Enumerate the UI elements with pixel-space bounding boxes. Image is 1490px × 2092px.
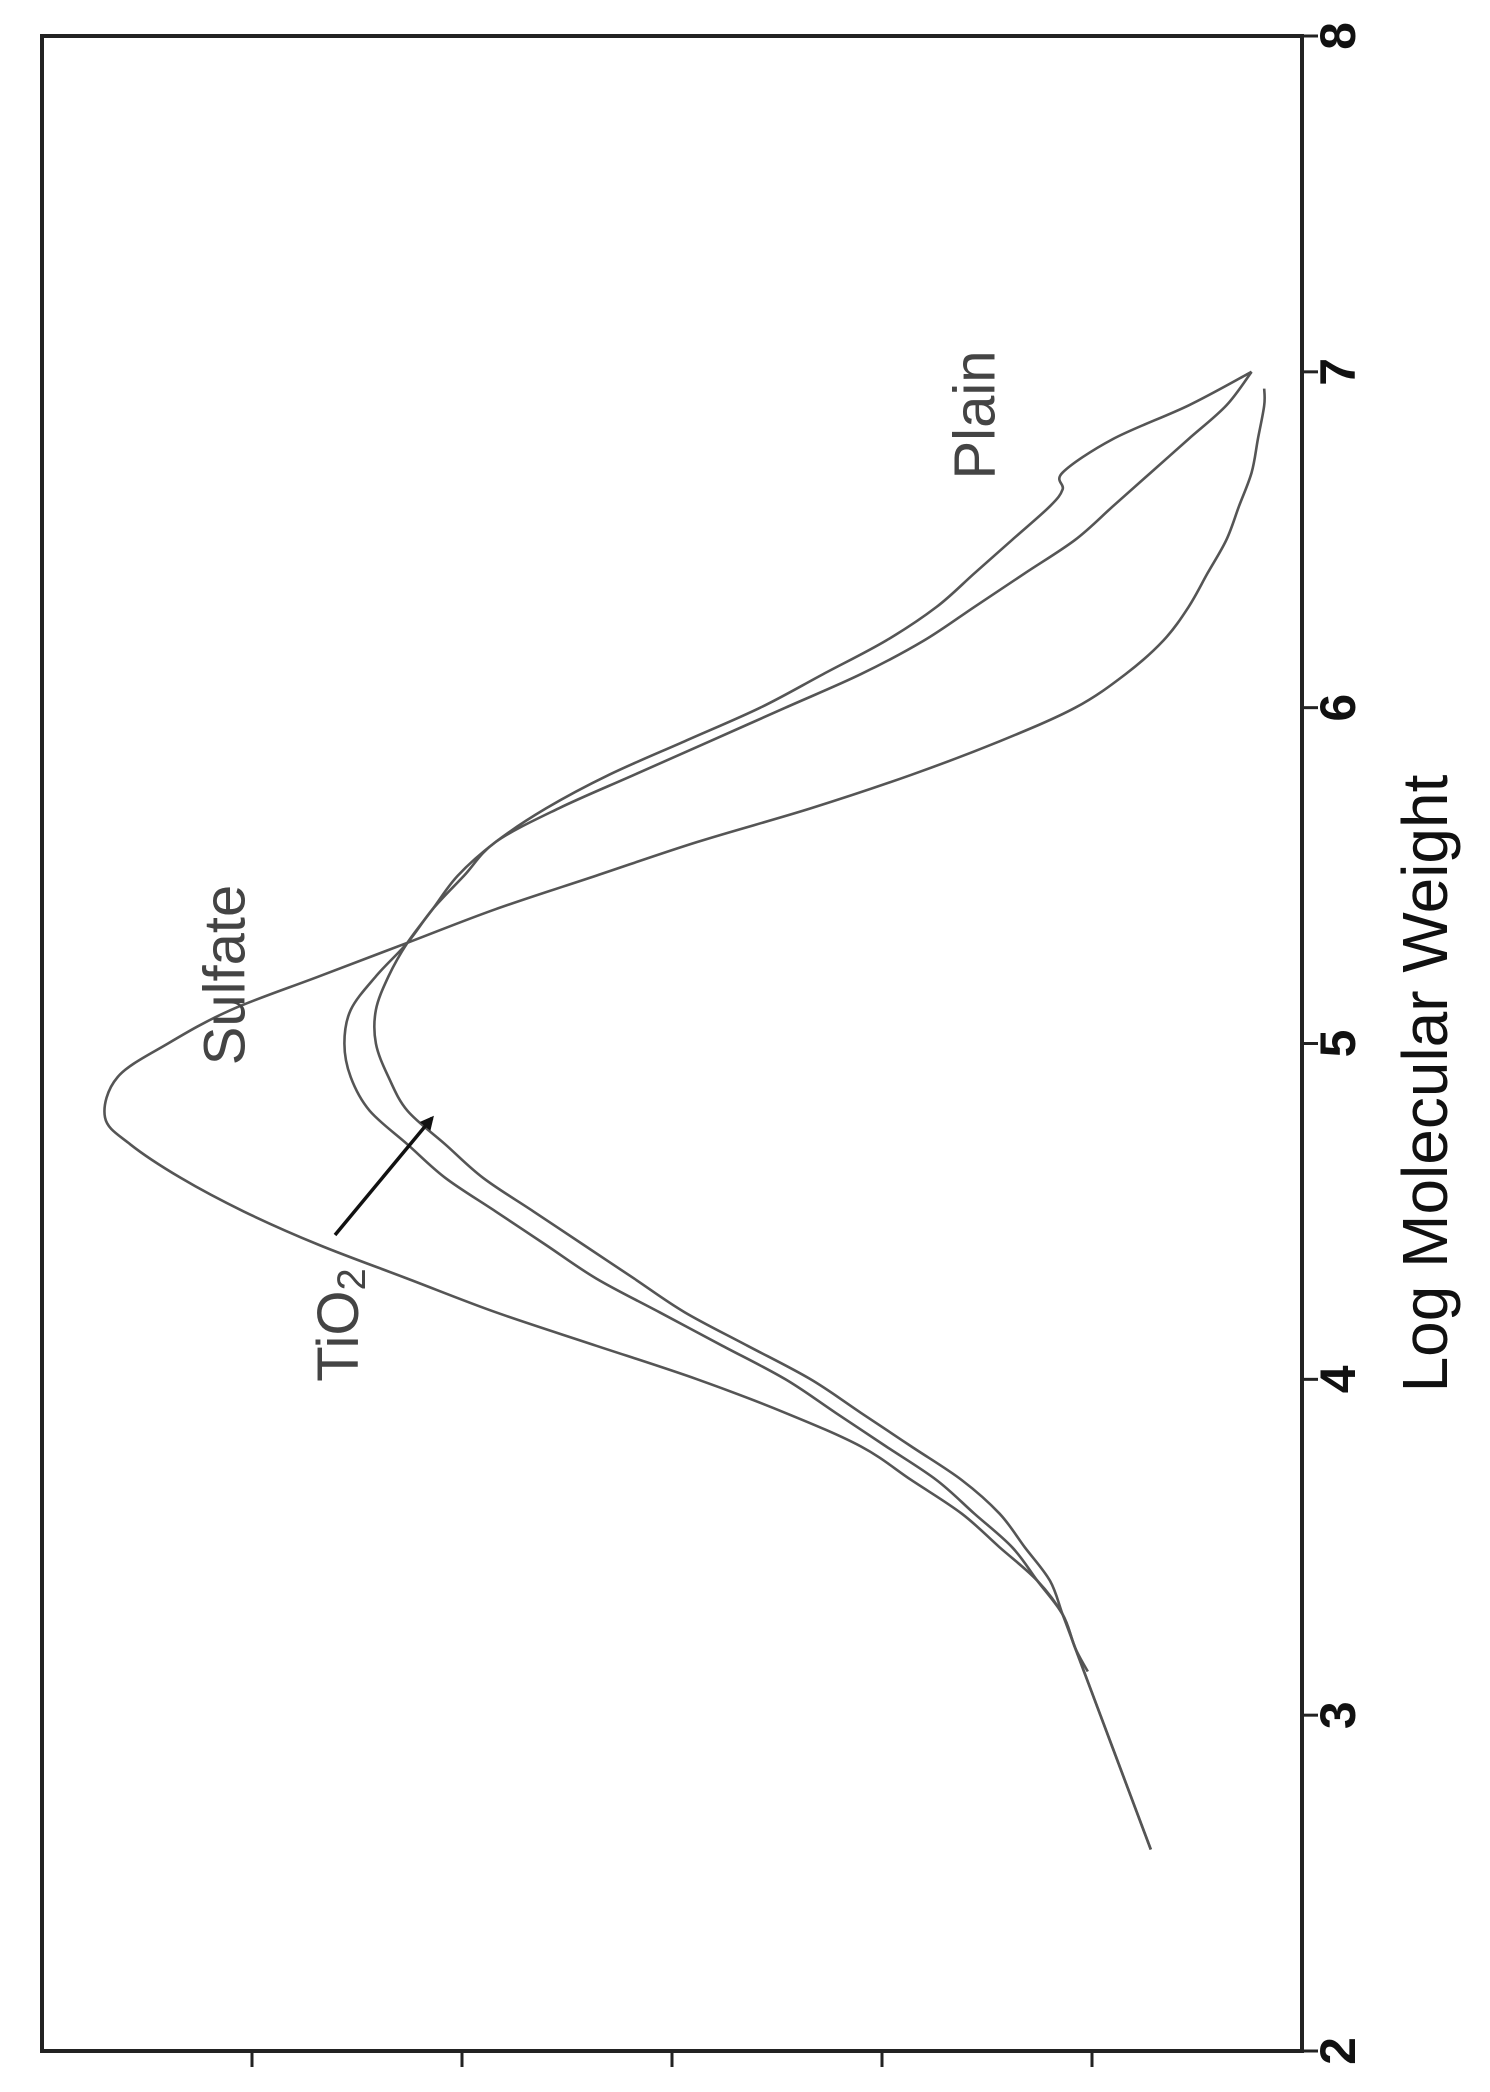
x-tick-label: 6 <box>1310 694 1366 722</box>
series-line-sulfate <box>103 388 1266 1673</box>
x-tick-label: 5 <box>1310 1030 1366 1058</box>
tio2-label-subscript: 2 <box>330 1268 374 1290</box>
tio2-label-text: TiO <box>306 1290 371 1381</box>
series-line-plain <box>373 370 1253 1850</box>
plain-label: Plain <box>943 351 1008 480</box>
x-axis-title: Log Molecular Weight <box>1389 774 1461 1392</box>
series-line-tio2 <box>343 371 1253 1850</box>
x-tick-label: 7 <box>1310 358 1366 386</box>
x-tick-label: 4 <box>1310 1365 1366 1393</box>
x-tick-label: 2 <box>1310 2037 1366 2065</box>
x-tick-label: 3 <box>1310 1701 1366 1729</box>
tio2-arrow <box>333 1115 434 1237</box>
sulfate-label: Sulfate <box>193 885 258 1066</box>
tio2-label: TiO2 <box>306 1268 375 1382</box>
x-tick-label: 8 <box>1310 22 1366 50</box>
